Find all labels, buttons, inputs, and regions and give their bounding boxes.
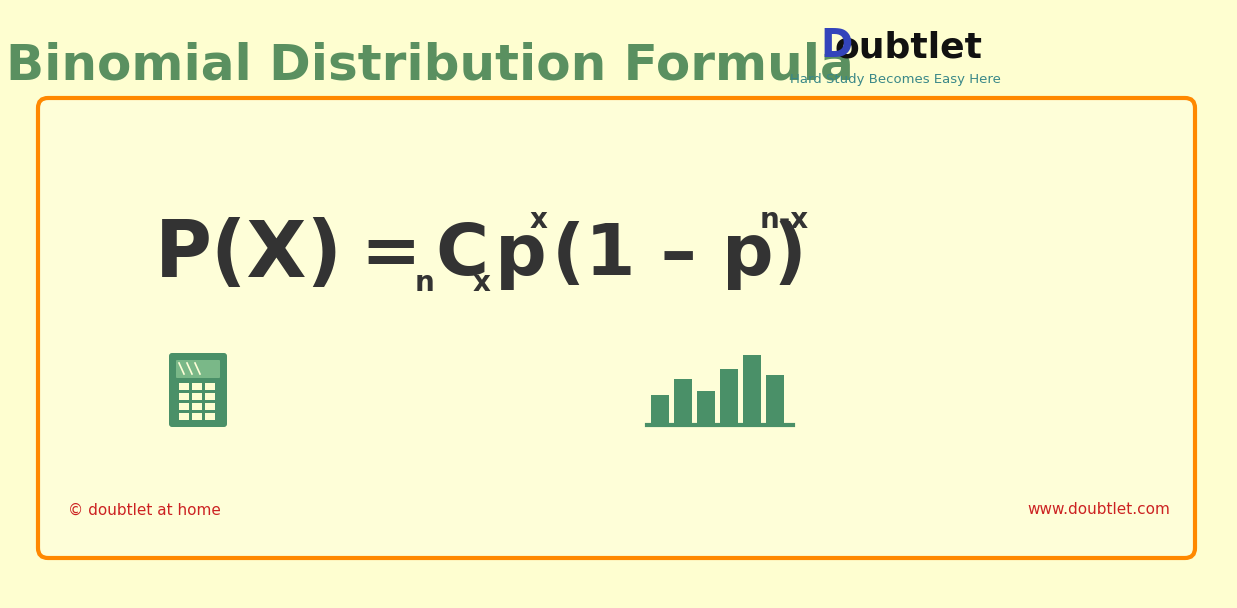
Bar (179, 383, 189, 390)
Bar (766, 375, 784, 425)
FancyBboxPatch shape (169, 353, 228, 427)
Bar (696, 391, 715, 425)
Bar (192, 413, 202, 420)
Text: C: C (435, 221, 489, 289)
Text: =: = (360, 221, 421, 289)
Text: D: D (820, 27, 852, 65)
Text: oubtlet: oubtlet (835, 31, 983, 65)
Bar (179, 393, 189, 400)
Text: n: n (414, 269, 434, 297)
Bar (743, 355, 761, 425)
Bar (720, 369, 738, 425)
Bar (205, 413, 215, 420)
Bar (205, 393, 215, 400)
Text: x: x (529, 206, 548, 234)
FancyBboxPatch shape (38, 98, 1195, 558)
Text: www.doubtlet.com: www.doubtlet.com (1027, 502, 1170, 517)
Text: (1 – p): (1 – p) (552, 221, 807, 289)
Text: © doubtlet at home: © doubtlet at home (68, 502, 221, 517)
Bar (205, 383, 215, 390)
Bar (192, 383, 202, 390)
Bar (192, 393, 202, 400)
Bar (179, 403, 189, 410)
Bar (651, 395, 669, 425)
Text: n-x: n-x (760, 206, 809, 234)
Text: Hard Study Becomes Easy Here: Hard Study Becomes Easy Here (789, 74, 1001, 86)
Bar (179, 413, 189, 420)
Bar (205, 403, 215, 410)
Text: p: p (495, 221, 547, 289)
FancyBboxPatch shape (176, 360, 220, 378)
Bar (674, 379, 691, 425)
Text: Binomial Distribution Formula: Binomial Distribution Formula (6, 41, 854, 89)
Bar (192, 403, 202, 410)
Text: P(X): P(X) (155, 217, 343, 293)
Text: x: x (473, 269, 491, 297)
